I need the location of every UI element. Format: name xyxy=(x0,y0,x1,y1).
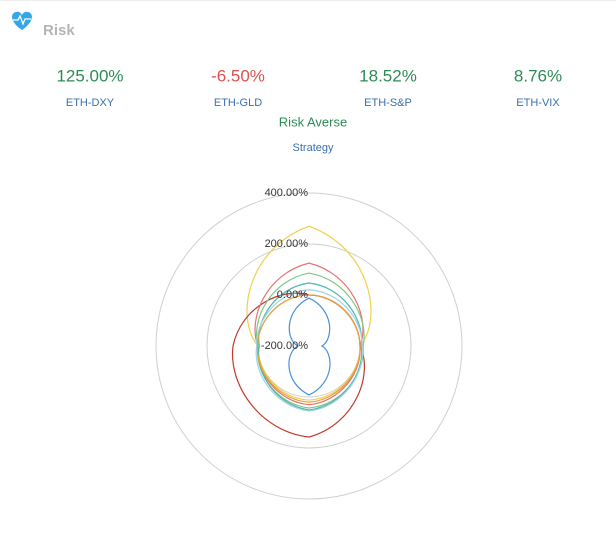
series-line xyxy=(256,272,365,409)
r-tick-label: -200.00% xyxy=(261,340,308,352)
panel-title: Risk xyxy=(43,22,75,39)
grid-ring xyxy=(206,243,412,449)
stat-label: ETH-S&P xyxy=(364,97,412,109)
strategy-label: Strategy xyxy=(293,142,334,154)
series-line xyxy=(254,262,364,406)
series-line xyxy=(256,294,361,403)
stat-value: 8.76% xyxy=(514,66,562,85)
series-line xyxy=(246,225,372,401)
stat-label: ETH-GLD xyxy=(214,97,262,109)
series-line xyxy=(288,297,331,396)
series-line xyxy=(231,292,365,438)
stat-value: -6.50% xyxy=(211,66,265,85)
r-tick-label: 400.00% xyxy=(265,187,309,199)
r-tick-label: 200.00% xyxy=(265,238,309,250)
stat-value: 18.52% xyxy=(359,66,417,85)
grid-ring xyxy=(155,192,463,500)
strategy-name: Risk Averse xyxy=(279,114,347,129)
stat-label: ETH-VIX xyxy=(516,97,560,109)
r-tick-label: 0.00% xyxy=(277,289,308,301)
stat-value: 125.00% xyxy=(56,66,123,85)
stat-label: ETH-DXY xyxy=(66,97,115,109)
series-line xyxy=(255,289,364,412)
pulse-icon xyxy=(13,14,31,26)
